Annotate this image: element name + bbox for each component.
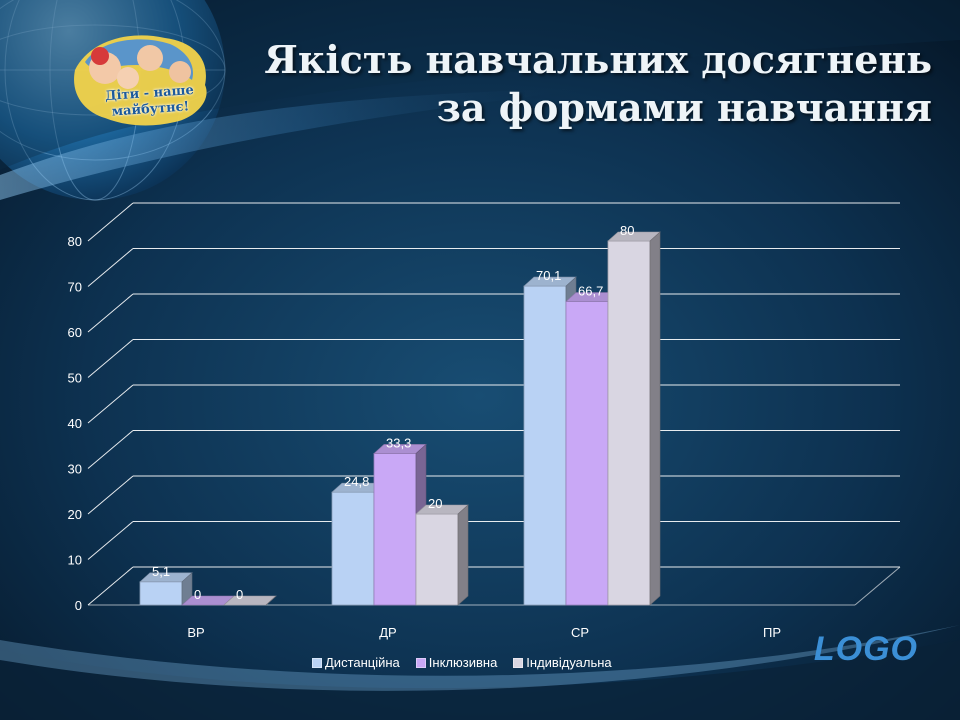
legend-swatch-individual <box>513 657 524 668</box>
bar-value-label: 80 <box>620 223 634 238</box>
bar-front <box>331 491 375 606</box>
bar-front <box>565 301 609 606</box>
grid-diagonal <box>87 566 134 606</box>
legend-item-inclusive: Інклюзивна <box>415 655 498 670</box>
y-tick-label: 50 <box>68 371 82 386</box>
bar-side <box>457 504 469 606</box>
y-tick-label: 30 <box>68 462 82 477</box>
legend-item-distance: Дистанційна <box>312 655 400 670</box>
y-tick-label: 70 <box>68 280 82 295</box>
grid-diagonal <box>87 248 134 287</box>
grid-diagonal <box>87 384 134 424</box>
grid-diagonal <box>87 202 134 242</box>
x-category-label: СР <box>571 625 589 640</box>
grid-diagonal <box>87 293 134 333</box>
grid-diagonal <box>87 521 134 560</box>
grid-diagonal <box>87 339 134 378</box>
bar-front <box>607 240 651 606</box>
floor-right-edge <box>854 566 901 606</box>
y-tick-label: 40 <box>68 416 82 431</box>
logo: LOGO <box>813 630 918 668</box>
bar-value-label: 70,1 <box>536 268 561 283</box>
grid-diagonal <box>87 430 134 469</box>
bar-front <box>373 453 417 606</box>
bar-value-label: 5,1 <box>152 564 170 579</box>
legend-swatch-inclusive <box>415 657 426 668</box>
bar-value-label: 66,7 <box>578 284 603 299</box>
legend-swatch-distance <box>312 657 322 668</box>
x-category-label: ВР <box>187 625 204 640</box>
title-line-1: Якість навчальних досягнень <box>264 37 932 82</box>
legend-item-individual: Індивідуальна <box>513 655 612 670</box>
bar-value-label: 0 <box>236 587 243 602</box>
legend-label-individual: Індивідуальна <box>526 655 612 670</box>
bar-value-label: 33,3 <box>386 435 411 450</box>
y-tick-label: 0 <box>75 598 82 613</box>
title-line-2: за формами навчання <box>436 85 932 130</box>
legend-label-inclusive: Інклюзивна <box>428 655 498 670</box>
bar-front <box>139 581 183 606</box>
bar-value-label: 0 <box>194 587 201 602</box>
grid-diagonal <box>87 475 134 515</box>
y-tick-label: 60 <box>68 325 82 340</box>
legend-label-distance: Дистанційна <box>325 655 400 670</box>
bar-value-label: 24,8 <box>344 474 369 489</box>
y-tick-label: 80 <box>68 234 82 249</box>
slide-title: Якість навчальних досягнень за формами н… <box>264 36 932 132</box>
bar-front <box>523 285 567 606</box>
chart-legend: Дистанційна Інклюзивна Індивідуальна <box>312 655 612 670</box>
y-tick-label: 20 <box>68 507 82 522</box>
bar-value-label: 20 <box>428 496 442 511</box>
bar-side <box>649 231 661 606</box>
x-category-label: ДР <box>379 625 396 640</box>
bar-front <box>415 513 459 606</box>
bar-side <box>265 595 277 606</box>
emblem-image <box>74 35 207 126</box>
x-category-label: ПР <box>763 625 781 640</box>
y-tick-label: 10 <box>68 553 82 568</box>
